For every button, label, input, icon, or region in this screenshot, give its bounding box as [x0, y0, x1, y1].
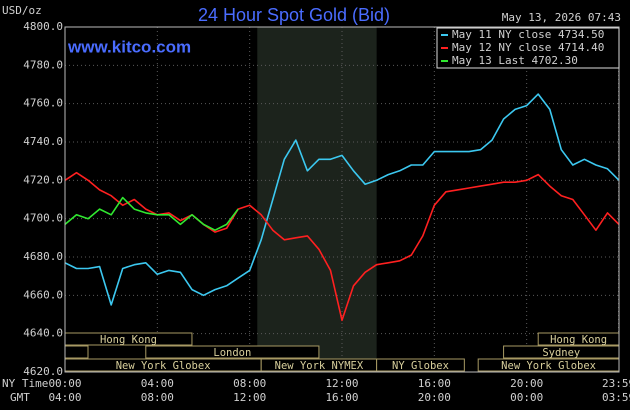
x-axis-name: NY Time [2, 377, 48, 390]
y-tick-label: 4780.0 [23, 58, 63, 71]
y-tick-label: 4620.0 [23, 365, 63, 378]
session-label: London [213, 347, 251, 359]
y-tick-label: 4700.0 [23, 212, 63, 225]
session-label: NY Globex [392, 360, 449, 372]
y-tick-label: 4640.0 [23, 327, 63, 340]
x-tick-label: 20:00 [510, 377, 543, 390]
x-tick-label-gmt: 16:00 [325, 391, 358, 404]
website: www.kitco.com [67, 37, 191, 56]
y-tick-label: 4740.0 [23, 135, 63, 148]
timestamp: May 13, 2026 07:43 [502, 11, 621, 24]
session-label: New York Globex [501, 360, 596, 372]
x-tick-label: 08:00 [233, 377, 266, 390]
series-line [64, 93, 620, 306]
plot-frame [64, 26, 620, 373]
x-tick-label: 04:00 [141, 377, 174, 390]
legend-label: May 12 NY close 4714.40 [452, 41, 604, 54]
session-box [145, 345, 320, 359]
session-box [376, 358, 465, 372]
session-label: Hong Kong [550, 334, 607, 346]
y-tick-label: 4800.0 [23, 20, 63, 33]
x-tick-label: 12:00 [325, 377, 358, 390]
series-line [64, 196, 239, 231]
x-tick-label-gmt: 00:00 [510, 391, 543, 404]
y-axis-unit: USD/oz [2, 4, 42, 17]
legend-label: May 11 NY close 4734.50 [452, 28, 604, 41]
chart-title: 24 Hour Spot Gold (Bid) [198, 5, 390, 25]
x-tick-label-gmt: 08:00 [141, 391, 174, 404]
session-label: Hong Kong [100, 334, 157, 346]
x-tick-label-gmt: 12:00 [233, 391, 266, 404]
x-tick-label: 00:00 [48, 377, 81, 390]
legend-label: May 13 Last 4702.30 [452, 54, 578, 67]
session-label: New York Globex [116, 360, 211, 372]
y-tick-label: 4760.0 [23, 97, 63, 110]
shaded-region [257, 27, 377, 372]
session-label: New York NYMEX [275, 360, 364, 372]
legend-box [436, 27, 620, 69]
y-tick-label: 4720.0 [23, 173, 63, 186]
y-tick-label: 4680.0 [23, 250, 63, 263]
x-tick-label-gmt: 04:00 [48, 391, 81, 404]
x-tick-label: 16:00 [418, 377, 451, 390]
y-tick-label: 4660.0 [23, 288, 63, 301]
x-axis-name: GMT [10, 391, 30, 404]
session-label: Sydney [542, 347, 580, 359]
x-tick-label-gmt: 20:00 [418, 391, 451, 404]
x-tick-label: 23:59 [602, 377, 630, 390]
x-tick-label-gmt: 03:59 [602, 391, 630, 404]
